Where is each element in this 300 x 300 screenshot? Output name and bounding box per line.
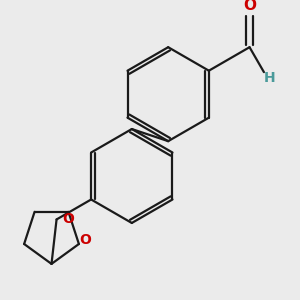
Text: O: O <box>243 0 256 13</box>
Text: O: O <box>80 233 92 248</box>
Text: O: O <box>62 212 74 226</box>
Text: H: H <box>264 70 275 85</box>
